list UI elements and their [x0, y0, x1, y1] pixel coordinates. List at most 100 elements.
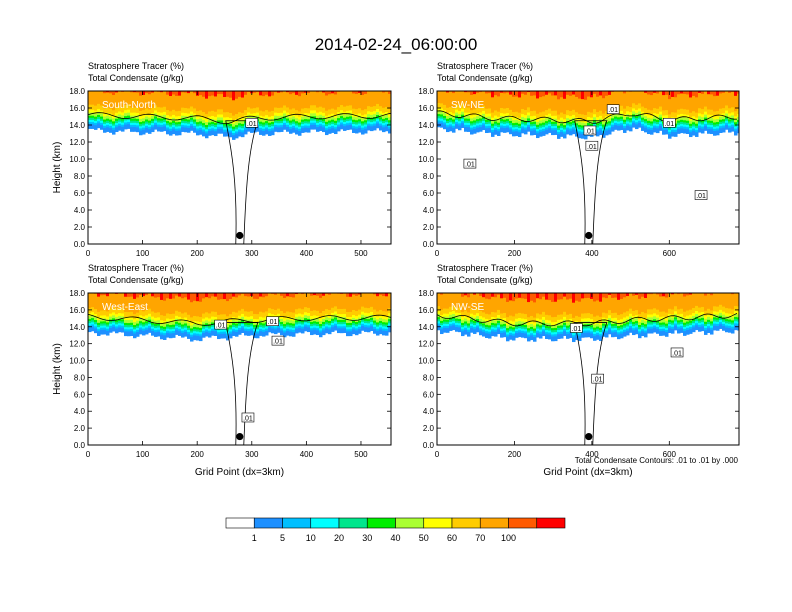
tracer-cell	[349, 331, 353, 337]
tracer-cell	[139, 122, 143, 125]
tracer-cell	[731, 92, 735, 108]
tracer-cell	[106, 125, 110, 128]
panel-label: SW-NE	[451, 100, 484, 111]
tracer-cell	[301, 317, 305, 321]
tracer-cell	[382, 115, 386, 120]
tracer-cell	[295, 294, 299, 310]
tracer-cell	[626, 330, 630, 336]
tracer-cell	[100, 323, 104, 327]
tracer-cell	[322, 293, 326, 297]
tracer-cell	[668, 313, 672, 318]
tracer-cell	[737, 314, 739, 318]
tracer-cell	[524, 123, 528, 126]
tracer-cell	[151, 316, 155, 321]
tracer-cell	[716, 326, 720, 331]
tracer-cell	[503, 323, 507, 327]
tracer-cell	[106, 118, 110, 122]
tracer-cell	[307, 113, 311, 117]
tracer-cell	[382, 316, 386, 320]
tracer-cell	[689, 293, 693, 296]
tracer-cell	[452, 93, 456, 109]
tracer-cell	[190, 332, 194, 336]
colorbar-swatch	[253, 517, 283, 529]
tracer-cell	[614, 320, 618, 325]
tracer-cell	[506, 121, 510, 124]
tracer-cell	[437, 116, 441, 119]
tracer-cell	[160, 293, 164, 301]
tracer-cell	[370, 91, 374, 93]
tracer-cell	[512, 125, 516, 128]
tracer-cell	[214, 111, 218, 118]
tracer-cell	[346, 325, 350, 328]
tracer-cell	[446, 118, 450, 122]
tracer-cell	[382, 293, 386, 297]
tracer-cell	[728, 127, 732, 133]
tracer-cell	[226, 324, 230, 328]
tracer-cell	[716, 323, 720, 327]
tracer-cell	[175, 111, 179, 117]
tracer-cell	[659, 326, 663, 330]
tracer-cell	[88, 327, 92, 333]
tracer-cell	[722, 127, 726, 133]
tracer-cell	[112, 129, 116, 135]
tracer-cell	[91, 91, 95, 106]
tracer-cell	[515, 91, 519, 97]
tracer-cell	[214, 311, 218, 318]
tracer-cell	[292, 325, 296, 329]
tracer-cell	[301, 128, 305, 133]
tracer-cell	[647, 314, 651, 318]
tracer-cell	[632, 118, 636, 122]
tracer-cell	[337, 326, 341, 329]
tracer-cell	[352, 108, 356, 115]
tracer-cell	[503, 297, 507, 314]
tracer-cell	[689, 314, 693, 319]
tracer-cell	[695, 325, 699, 331]
tracer-cell	[385, 328, 389, 332]
tracer-cell	[629, 313, 633, 318]
tracer-cell	[115, 293, 119, 295]
tracer-cell	[491, 317, 495, 321]
tracer-cell	[109, 108, 113, 115]
tracer-cell	[671, 314, 675, 319]
tracer-cell	[112, 91, 116, 96]
tracer-cell	[440, 325, 444, 328]
contour-label-box	[570, 323, 583, 333]
tracer-cell	[473, 114, 477, 118]
tracer-cell	[289, 126, 293, 130]
tracer-cell	[214, 122, 218, 126]
tracer-cell	[262, 111, 266, 118]
tracer-cell	[653, 121, 657, 124]
tracer-cell	[292, 108, 296, 115]
tracer-cell	[638, 108, 642, 112]
tracer-cell	[145, 321, 149, 324]
tracer-cell	[304, 293, 308, 308]
tracer-cell	[554, 125, 558, 129]
tracer-cell	[647, 326, 651, 330]
tracer-cell	[91, 104, 95, 111]
tracer-cell	[539, 129, 543, 133]
tracer-cell	[734, 95, 738, 112]
tracer-cell	[635, 104, 639, 111]
tracer-cell	[503, 108, 507, 115]
tracer-cell	[103, 121, 107, 125]
tracer-cell	[662, 127, 666, 131]
tracer-cell	[331, 108, 335, 115]
tracer-cell	[106, 91, 110, 93]
tracer-cell	[208, 293, 212, 299]
tracer-cell	[259, 324, 263, 328]
panel-title-condensate: Total Condensate (g/kg)	[88, 275, 184, 285]
tracer-cell	[584, 120, 588, 124]
tracer-cell	[545, 123, 549, 126]
tracer-cell	[521, 328, 525, 332]
tracer-cell	[557, 127, 561, 131]
tracer-cell	[497, 131, 501, 137]
tracer-cell	[482, 113, 486, 118]
tracer-cell	[340, 317, 344, 321]
tracer-cell	[376, 319, 380, 323]
tracer-cell	[509, 117, 513, 122]
tracer-cell	[376, 328, 380, 332]
tracer-cell	[680, 128, 684, 134]
tracer-cell	[130, 120, 134, 124]
tracer-cell	[358, 92, 362, 109]
tracer-cell	[331, 93, 335, 110]
